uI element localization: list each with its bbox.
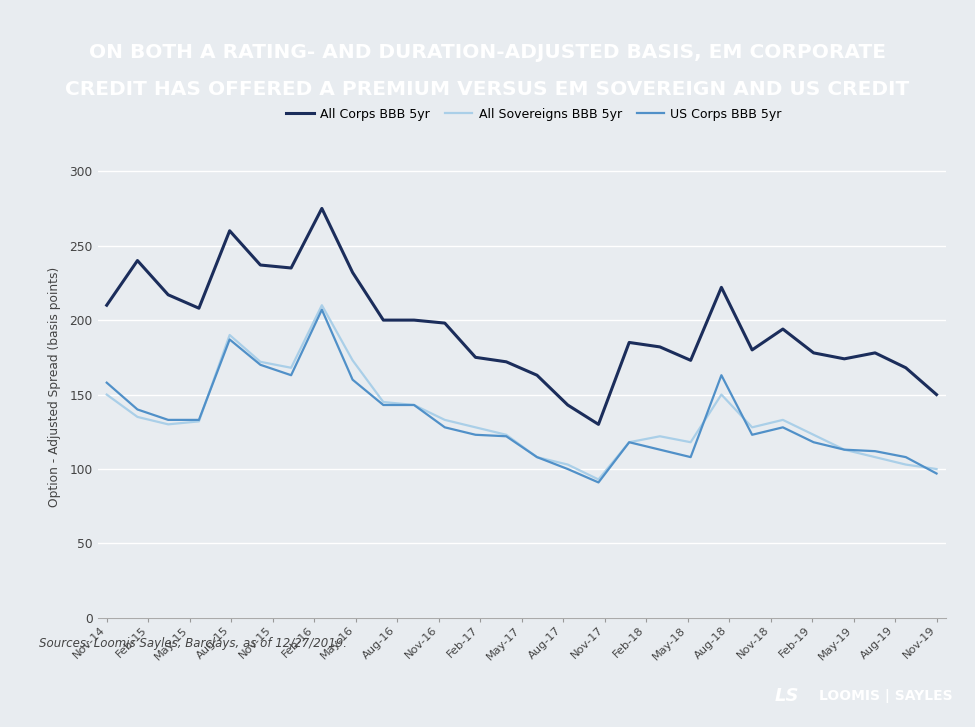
All Sovereigns BBB 5yr xyxy=(377,398,389,406)
All Sovereigns BBB 5yr xyxy=(562,460,573,469)
US Corps BBB 5yr xyxy=(870,447,881,456)
All Sovereigns BBB 5yr xyxy=(286,364,297,372)
All Sovereigns BBB 5yr xyxy=(162,420,174,429)
US Corps BBB 5yr xyxy=(470,430,482,439)
All Sovereigns BBB 5yr xyxy=(224,331,236,340)
Text: ON BOTH A RATING- AND DURATION-ADJUSTED BASIS, EM CORPORATE: ON BOTH A RATING- AND DURATION-ADJUSTED … xyxy=(89,44,886,63)
All Sovereigns BBB 5yr xyxy=(593,475,604,484)
All Corps BBB 5yr xyxy=(870,348,881,357)
US Corps BBB 5yr xyxy=(716,371,727,379)
All Sovereigns BBB 5yr xyxy=(838,446,850,454)
All Sovereigns BBB 5yr xyxy=(193,417,205,426)
All Corps BBB 5yr xyxy=(746,345,758,354)
All Sovereigns BBB 5yr xyxy=(347,356,359,365)
US Corps BBB 5yr xyxy=(316,305,328,314)
All Sovereigns BBB 5yr xyxy=(900,460,912,469)
All Corps BBB 5yr xyxy=(162,291,174,300)
US Corps BBB 5yr xyxy=(654,446,666,454)
US Corps BBB 5yr xyxy=(562,465,573,473)
All Sovereigns BBB 5yr xyxy=(132,412,143,421)
US Corps BBB 5yr xyxy=(377,401,389,409)
All Corps BBB 5yr xyxy=(500,358,512,366)
All Corps BBB 5yr xyxy=(224,226,236,235)
All Corps BBB 5yr xyxy=(716,283,727,292)
All Corps BBB 5yr xyxy=(777,325,789,334)
All Corps BBB 5yr xyxy=(623,338,635,347)
Legend: All Corps BBB 5yr, All Sovereigns BBB 5yr, US Corps BBB 5yr: All Corps BBB 5yr, All Sovereigns BBB 5y… xyxy=(282,103,787,126)
All Sovereigns BBB 5yr xyxy=(807,430,819,439)
US Corps BBB 5yr xyxy=(162,416,174,425)
All Sovereigns BBB 5yr xyxy=(777,416,789,425)
All Corps BBB 5yr xyxy=(470,353,482,362)
US Corps BBB 5yr xyxy=(684,453,696,462)
All Corps BBB 5yr xyxy=(439,318,450,327)
Text: LOOMIS | SAYLES: LOOMIS | SAYLES xyxy=(819,689,953,703)
All Corps BBB 5yr xyxy=(377,316,389,324)
All Corps BBB 5yr xyxy=(132,256,143,265)
All Corps BBB 5yr xyxy=(931,390,943,399)
All Sovereigns BBB 5yr xyxy=(870,453,881,462)
All Sovereigns BBB 5yr xyxy=(100,390,112,399)
US Corps BBB 5yr xyxy=(746,430,758,439)
All Corps BBB 5yr xyxy=(562,401,573,409)
All Corps BBB 5yr xyxy=(286,264,297,273)
US Corps BBB 5yr xyxy=(807,438,819,446)
US Corps BBB 5yr xyxy=(224,335,236,344)
US Corps BBB 5yr xyxy=(286,371,297,379)
All Corps BBB 5yr xyxy=(593,420,604,429)
US Corps BBB 5yr xyxy=(132,405,143,414)
All Sovereigns BBB 5yr xyxy=(316,301,328,310)
US Corps BBB 5yr xyxy=(193,416,205,425)
All Corps BBB 5yr xyxy=(347,268,359,277)
Line: US Corps BBB 5yr: US Corps BBB 5yr xyxy=(106,310,937,483)
All Corps BBB 5yr xyxy=(900,364,912,372)
US Corps BBB 5yr xyxy=(100,378,112,387)
Y-axis label: Option - Adjusted Spread (basis points): Option - Adjusted Spread (basis points) xyxy=(48,267,60,507)
All Sovereigns BBB 5yr xyxy=(654,432,666,441)
Text: CREDIT HAS OFFERED A PREMIUM VERSUS EM SOVEREIGN AND US CREDIT: CREDIT HAS OFFERED A PREMIUM VERSUS EM S… xyxy=(65,81,910,100)
Text: Sources: Loomis Sayles, Barclays, as of 12/27/2019.: Sources: Loomis Sayles, Barclays, as of … xyxy=(39,637,347,650)
US Corps BBB 5yr xyxy=(409,401,420,409)
US Corps BBB 5yr xyxy=(254,361,266,369)
All Corps BBB 5yr xyxy=(654,342,666,351)
US Corps BBB 5yr xyxy=(593,478,604,487)
All Corps BBB 5yr xyxy=(684,356,696,365)
All Corps BBB 5yr xyxy=(531,371,543,379)
US Corps BBB 5yr xyxy=(900,453,912,462)
All Sovereigns BBB 5yr xyxy=(409,401,420,409)
All Corps BBB 5yr xyxy=(193,304,205,313)
All Sovereigns BBB 5yr xyxy=(470,423,482,432)
All Sovereigns BBB 5yr xyxy=(623,438,635,446)
All Sovereigns BBB 5yr xyxy=(931,465,943,473)
US Corps BBB 5yr xyxy=(931,469,943,478)
Text: LS: LS xyxy=(775,687,799,705)
US Corps BBB 5yr xyxy=(777,423,789,432)
All Corps BBB 5yr xyxy=(100,301,112,310)
US Corps BBB 5yr xyxy=(439,423,450,432)
US Corps BBB 5yr xyxy=(347,375,359,384)
All Sovereigns BBB 5yr xyxy=(716,390,727,399)
All Sovereigns BBB 5yr xyxy=(500,430,512,439)
US Corps BBB 5yr xyxy=(838,446,850,454)
Line: All Corps BBB 5yr: All Corps BBB 5yr xyxy=(106,209,937,425)
All Sovereigns BBB 5yr xyxy=(746,423,758,432)
US Corps BBB 5yr xyxy=(623,438,635,446)
All Corps BBB 5yr xyxy=(316,204,328,213)
All Corps BBB 5yr xyxy=(254,261,266,270)
Line: All Sovereigns BBB 5yr: All Sovereigns BBB 5yr xyxy=(106,305,937,480)
All Corps BBB 5yr xyxy=(409,316,420,324)
All Corps BBB 5yr xyxy=(838,355,850,364)
US Corps BBB 5yr xyxy=(531,453,543,462)
All Sovereigns BBB 5yr xyxy=(684,438,696,446)
All Sovereigns BBB 5yr xyxy=(439,416,450,425)
All Sovereigns BBB 5yr xyxy=(254,358,266,366)
US Corps BBB 5yr xyxy=(500,432,512,441)
All Corps BBB 5yr xyxy=(807,348,819,357)
All Sovereigns BBB 5yr xyxy=(531,453,543,462)
